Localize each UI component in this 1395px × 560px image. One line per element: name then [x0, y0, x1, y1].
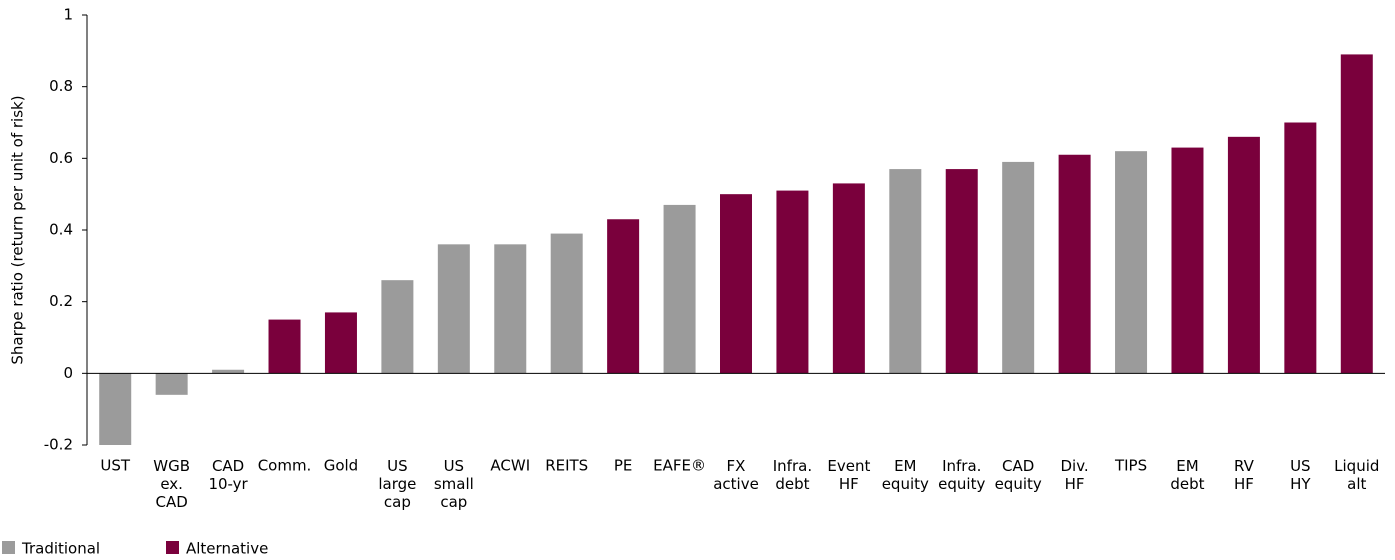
x-tick-label: ACWI: [490, 457, 530, 475]
bar: [945, 169, 978, 374]
y-axis-label: Sharpe ratio (return per unit of risk): [9, 95, 27, 364]
bar: [99, 373, 132, 445]
bar: [1227, 136, 1260, 374]
legend-swatch: [166, 541, 179, 554]
legend-swatch: [2, 541, 15, 554]
x-tick-label: Infra. equity: [938, 457, 985, 493]
x-tick-label: TIPS: [1114, 457, 1147, 475]
bar: [494, 244, 527, 374]
bar: [720, 194, 752, 374]
legend-label: Traditional: [21, 540, 100, 558]
bar: [1171, 147, 1204, 374]
x-tick-label: EAFE®: [653, 457, 706, 475]
bar: [1002, 161, 1035, 374]
x-tick-label: RV HF: [1234, 457, 1255, 493]
y-tick-label: 0: [63, 364, 73, 382]
bar: [155, 373, 188, 395]
y-tick-label: 0.4: [49, 221, 73, 239]
bar: [212, 369, 245, 374]
bar: [1284, 122, 1317, 374]
bar: [1340, 54, 1373, 374]
x-tick-label: CAD 10-yr: [208, 457, 248, 493]
x-tick-label: FX active: [713, 457, 759, 493]
x-tick-label: PE: [614, 457, 633, 475]
x-tick-label: EM equity: [882, 457, 929, 493]
bar: [607, 219, 640, 374]
bar: [1115, 151, 1148, 374]
bar: [1058, 154, 1091, 374]
bar: [889, 169, 922, 374]
bar: [381, 280, 414, 374]
bar: [268, 319, 301, 374]
bar: [324, 312, 357, 374]
bar: [663, 204, 696, 374]
x-tick-label: CAD equity: [995, 457, 1042, 493]
x-tick-label: REITS: [545, 457, 588, 475]
x-tick-label: UST: [100, 457, 131, 475]
x-tick-label: EM debt: [1170, 457, 1204, 493]
x-tick-label: US HY: [1290, 457, 1311, 493]
bar: [550, 233, 583, 374]
x-tick-label: WGB ex. CAD: [153, 457, 190, 511]
x-tick-label: Gold: [324, 457, 359, 475]
x-tick-label: Div. HF: [1061, 457, 1089, 493]
x-tick-label: US large cap: [378, 457, 416, 511]
bar: [437, 244, 470, 374]
x-tick-label: Liquid alt: [1334, 457, 1379, 493]
bar: [832, 183, 865, 374]
x-tick-label: Event HF: [827, 457, 870, 493]
y-tick-label: 0.8: [49, 77, 73, 95]
y-tick-label: -0.2: [44, 436, 73, 454]
x-tick-label: Comm.: [258, 457, 312, 475]
x-tick-label: Infra. debt: [773, 457, 812, 493]
y-tick-label: 0.2: [49, 292, 73, 310]
y-tick-label: 1: [63, 6, 73, 24]
x-tick-label: US small cap: [434, 457, 474, 511]
legend-label: Alternative: [186, 540, 268, 558]
y-tick-label: 0.6: [49, 149, 73, 167]
bar: [776, 190, 809, 374]
